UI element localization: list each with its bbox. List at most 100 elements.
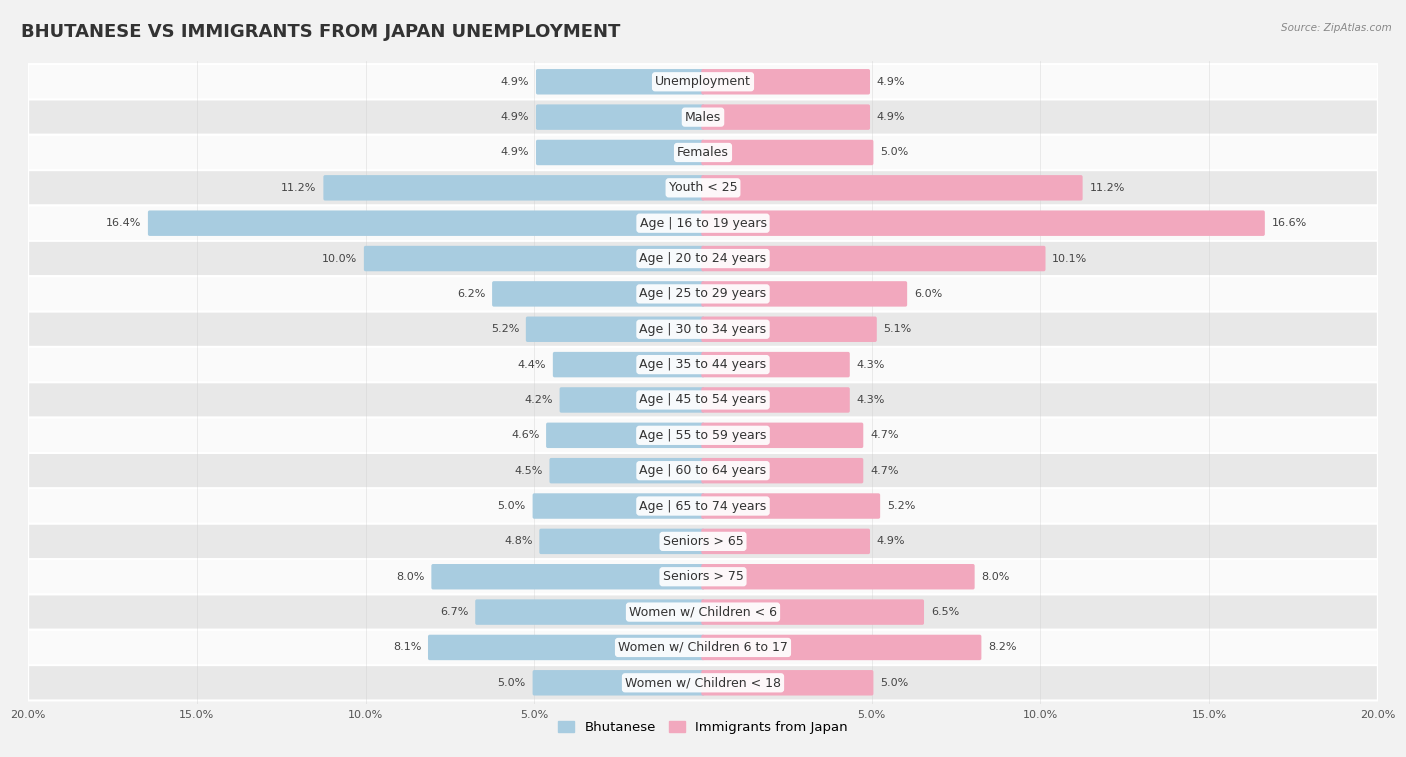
- FancyBboxPatch shape: [546, 422, 704, 448]
- Text: Women w/ Children < 6: Women w/ Children < 6: [628, 606, 778, 618]
- FancyBboxPatch shape: [28, 382, 1378, 418]
- Text: Males: Males: [685, 111, 721, 123]
- Text: 6.2%: 6.2%: [457, 289, 485, 299]
- Text: Unemployment: Unemployment: [655, 75, 751, 89]
- FancyBboxPatch shape: [540, 528, 704, 554]
- Text: 8.0%: 8.0%: [981, 572, 1010, 581]
- FancyBboxPatch shape: [427, 634, 704, 660]
- FancyBboxPatch shape: [702, 422, 863, 448]
- FancyBboxPatch shape: [702, 175, 1083, 201]
- FancyBboxPatch shape: [533, 670, 704, 696]
- FancyBboxPatch shape: [28, 241, 1378, 276]
- FancyBboxPatch shape: [323, 175, 704, 201]
- Text: 4.5%: 4.5%: [515, 466, 543, 475]
- FancyBboxPatch shape: [702, 388, 849, 413]
- FancyBboxPatch shape: [526, 316, 704, 342]
- FancyBboxPatch shape: [28, 99, 1378, 135]
- FancyBboxPatch shape: [28, 276, 1378, 312]
- Text: 4.8%: 4.8%: [505, 537, 533, 547]
- FancyBboxPatch shape: [28, 488, 1378, 524]
- Text: 4.9%: 4.9%: [877, 112, 905, 122]
- Text: 11.2%: 11.2%: [1090, 183, 1125, 193]
- FancyBboxPatch shape: [702, 140, 873, 165]
- Text: 5.0%: 5.0%: [498, 501, 526, 511]
- Text: Seniors > 75: Seniors > 75: [662, 570, 744, 583]
- Text: Seniors > 65: Seniors > 65: [662, 535, 744, 548]
- FancyBboxPatch shape: [28, 418, 1378, 453]
- Text: Age | 35 to 44 years: Age | 35 to 44 years: [640, 358, 766, 371]
- FancyBboxPatch shape: [492, 281, 704, 307]
- FancyBboxPatch shape: [28, 205, 1378, 241]
- Text: 6.5%: 6.5%: [931, 607, 959, 617]
- FancyBboxPatch shape: [28, 559, 1378, 594]
- FancyBboxPatch shape: [432, 564, 704, 590]
- FancyBboxPatch shape: [702, 104, 870, 130]
- Text: 10.0%: 10.0%: [322, 254, 357, 263]
- Text: BHUTANESE VS IMMIGRANTS FROM JAPAN UNEMPLOYMENT: BHUTANESE VS IMMIGRANTS FROM JAPAN UNEMP…: [21, 23, 620, 41]
- FancyBboxPatch shape: [702, 210, 1265, 236]
- Text: Age | 65 to 74 years: Age | 65 to 74 years: [640, 500, 766, 512]
- FancyBboxPatch shape: [536, 69, 704, 95]
- FancyBboxPatch shape: [553, 352, 704, 377]
- FancyBboxPatch shape: [702, 458, 863, 484]
- FancyBboxPatch shape: [28, 453, 1378, 488]
- Text: 4.7%: 4.7%: [870, 430, 898, 441]
- FancyBboxPatch shape: [148, 210, 704, 236]
- Text: Youth < 25: Youth < 25: [669, 182, 737, 195]
- FancyBboxPatch shape: [702, 352, 849, 377]
- Text: Females: Females: [678, 146, 728, 159]
- FancyBboxPatch shape: [28, 524, 1378, 559]
- Text: 4.3%: 4.3%: [856, 360, 884, 369]
- FancyBboxPatch shape: [702, 634, 981, 660]
- FancyBboxPatch shape: [702, 494, 880, 519]
- Text: 5.0%: 5.0%: [498, 678, 526, 688]
- FancyBboxPatch shape: [28, 64, 1378, 99]
- Text: 4.4%: 4.4%: [517, 360, 546, 369]
- Text: 6.0%: 6.0%: [914, 289, 942, 299]
- Text: 4.9%: 4.9%: [501, 148, 529, 157]
- FancyBboxPatch shape: [550, 458, 704, 484]
- FancyBboxPatch shape: [536, 104, 704, 130]
- FancyBboxPatch shape: [28, 170, 1378, 205]
- FancyBboxPatch shape: [560, 388, 704, 413]
- Text: 4.9%: 4.9%: [877, 76, 905, 87]
- Text: Women w/ Children < 18: Women w/ Children < 18: [626, 676, 780, 690]
- Text: 8.0%: 8.0%: [396, 572, 425, 581]
- FancyBboxPatch shape: [702, 316, 877, 342]
- Text: 5.0%: 5.0%: [880, 148, 908, 157]
- FancyBboxPatch shape: [28, 347, 1378, 382]
- Text: 5.0%: 5.0%: [880, 678, 908, 688]
- FancyBboxPatch shape: [475, 600, 704, 625]
- FancyBboxPatch shape: [28, 312, 1378, 347]
- Text: Age | 60 to 64 years: Age | 60 to 64 years: [640, 464, 766, 477]
- Text: 5.2%: 5.2%: [887, 501, 915, 511]
- Text: 4.9%: 4.9%: [877, 537, 905, 547]
- Text: 8.2%: 8.2%: [988, 643, 1017, 653]
- Text: 4.9%: 4.9%: [501, 76, 529, 87]
- FancyBboxPatch shape: [28, 665, 1378, 700]
- Text: Age | 16 to 19 years: Age | 16 to 19 years: [640, 217, 766, 229]
- Text: 11.2%: 11.2%: [281, 183, 316, 193]
- Text: Women w/ Children 6 to 17: Women w/ Children 6 to 17: [619, 641, 787, 654]
- FancyBboxPatch shape: [536, 140, 704, 165]
- Text: 16.6%: 16.6%: [1271, 218, 1306, 228]
- FancyBboxPatch shape: [28, 630, 1378, 665]
- Text: 10.1%: 10.1%: [1052, 254, 1087, 263]
- Text: 8.1%: 8.1%: [392, 643, 422, 653]
- FancyBboxPatch shape: [702, 564, 974, 590]
- Text: 4.7%: 4.7%: [870, 466, 898, 475]
- FancyBboxPatch shape: [364, 246, 704, 271]
- Text: Age | 30 to 34 years: Age | 30 to 34 years: [640, 322, 766, 336]
- Text: Source: ZipAtlas.com: Source: ZipAtlas.com: [1281, 23, 1392, 33]
- Text: Age | 20 to 24 years: Age | 20 to 24 years: [640, 252, 766, 265]
- Text: 4.6%: 4.6%: [510, 430, 540, 441]
- FancyBboxPatch shape: [702, 69, 870, 95]
- FancyBboxPatch shape: [702, 528, 870, 554]
- Text: 6.7%: 6.7%: [440, 607, 468, 617]
- Text: Age | 55 to 59 years: Age | 55 to 59 years: [640, 428, 766, 442]
- Legend: Bhutanese, Immigrants from Japan: Bhutanese, Immigrants from Japan: [553, 715, 853, 740]
- FancyBboxPatch shape: [702, 281, 907, 307]
- FancyBboxPatch shape: [28, 135, 1378, 170]
- Text: Age | 45 to 54 years: Age | 45 to 54 years: [640, 394, 766, 407]
- Text: 16.4%: 16.4%: [105, 218, 141, 228]
